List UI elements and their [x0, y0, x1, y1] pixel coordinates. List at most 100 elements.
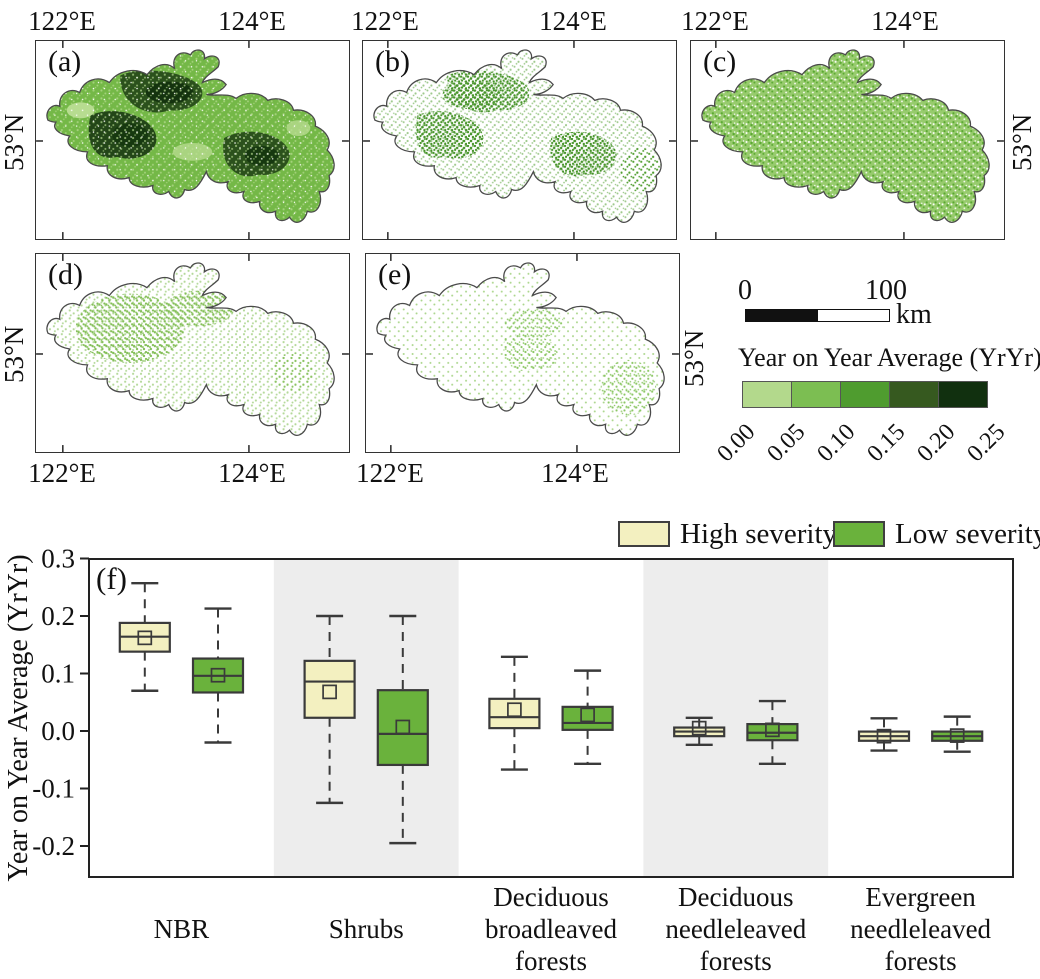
panel-letter-e: (e)	[378, 258, 412, 291]
x-category-label: NBR	[154, 914, 210, 944]
box-0-4	[857, 717, 911, 752]
map-a-svg	[36, 41, 349, 239]
panel-letter-b: (b)	[375, 45, 410, 78]
scalebar	[745, 309, 890, 322]
box-1-1	[376, 614, 429, 845]
map-panel-c: (c)	[690, 40, 1005, 240]
mean-marker	[949, 728, 965, 743]
axis-label-a-122e: 122°E	[28, 6, 96, 36]
x-category-label: Evergreen needleleaved forests	[850, 882, 991, 976]
box-1-3	[746, 699, 799, 765]
map-b-svg	[363, 41, 676, 239]
map-d-svg	[36, 254, 349, 452]
colorbar-cell-1	[791, 381, 841, 408]
legend-swatch-high-severity	[618, 521, 670, 547]
legend-label-high-severity: High severity	[680, 518, 838, 550]
box-0-1	[303, 614, 356, 805]
scalebar-black-segment	[746, 310, 818, 321]
panel-letter-d: (d)	[48, 258, 83, 291]
map-panel-b: (b)	[362, 40, 677, 240]
legend-swatch-low-severity	[833, 521, 885, 547]
box-1-2	[561, 669, 614, 765]
colorbar-cell-3	[889, 381, 939, 408]
panel-letter-a: (a)	[48, 45, 82, 78]
map-panel-a: (a)	[35, 40, 350, 240]
y-tick-label: 0.2	[41, 601, 75, 631]
mean-marker	[395, 719, 411, 735]
axis-label-d-53n: 53°N	[0, 325, 29, 383]
box-0-3	[673, 716, 726, 747]
y-axis-title: Year on Year Average (YrYr)	[3, 554, 34, 881]
map-a-raster	[46, 49, 335, 223]
colorbar-cell-4	[938, 381, 988, 408]
box-1-0	[191, 607, 245, 744]
map-e-raster	[376, 262, 665, 436]
axis-label-a-124e: 124°E	[218, 6, 286, 36]
map-d-raster	[46, 262, 335, 436]
colorbar-tick-0.00: 0.00	[712, 419, 761, 468]
map-panel-d: (d)	[35, 253, 350, 453]
axis-label-b-122e: 122°E	[351, 6, 419, 36]
colorbar-tick-0.05: 0.05	[762, 419, 811, 468]
map-panel-e: (e)	[365, 253, 680, 453]
box-0-2	[488, 655, 541, 771]
map-c-ticks	[691, 41, 1004, 239]
map-c-svg	[691, 41, 1004, 239]
map-c-raster	[701, 49, 990, 223]
axis-label-e-122e: 122°E	[356, 458, 424, 488]
series-high-severity	[118, 582, 911, 805]
axis-label-b-124e: 124°E	[539, 6, 607, 36]
colorbar-cell-2	[840, 381, 890, 408]
y-tick-label: 0.3	[41, 544, 75, 574]
box-1-4	[931, 715, 984, 753]
colorbar-tick-0.25: 0.25	[962, 419, 1011, 468]
map-e-ticks	[366, 254, 679, 452]
scalebar-end-label: 100	[865, 275, 907, 306]
y-tick-label: 0.1	[41, 659, 75, 689]
y-tick-label: 0.0	[41, 716, 75, 746]
colorbar-title: Year on Year Average (YrYr)	[738, 343, 1040, 372]
colorbar-tick-0.20: 0.20	[912, 419, 961, 468]
panel-letter-f: (f)	[96, 561, 127, 596]
series-low-severity	[191, 607, 984, 845]
axis-label-c-53n: 53°N	[1007, 113, 1037, 171]
shaded-band-3	[643, 559, 829, 877]
axis-label-c-122e: 122°E	[681, 6, 749, 36]
map-b-ticks	[363, 41, 676, 239]
colorbar	[742, 381, 988, 408]
mean-marker	[691, 720, 707, 736]
mean-marker	[765, 722, 780, 738]
axis-label-e-124e: 124°E	[541, 458, 609, 488]
axis-label-c-124e: 124°E	[871, 6, 939, 36]
mean-marker	[137, 630, 153, 646]
mean-marker	[210, 667, 226, 683]
colorbar-tick-0.15: 0.15	[862, 419, 911, 468]
scalebar-unit-label: km	[896, 299, 932, 330]
map-b-raster	[373, 49, 662, 223]
map-e-svg	[366, 254, 679, 452]
mean-marker	[876, 728, 892, 744]
axis-label-a-53n: 53°N	[0, 113, 29, 171]
colorbar-cell-0	[742, 381, 792, 408]
mean-marker	[322, 684, 337, 700]
box-0-0	[118, 582, 171, 692]
legend-label-low-severity: Low severity	[895, 518, 1040, 550]
colorbar-tick-0.10: 0.10	[812, 419, 861, 468]
axis-label-d-124e: 124°E	[218, 458, 286, 488]
map-a-ticks	[36, 41, 349, 239]
axis-label-d-122e: 122°E	[28, 458, 96, 488]
mean-marker	[580, 707, 595, 723]
map-d-ticks	[36, 254, 349, 452]
shaded-band-1	[273, 559, 459, 877]
scalebar-start-label: 0	[738, 275, 752, 306]
panel-letter-c: (c)	[703, 45, 737, 78]
y-tick-label: -0.2	[32, 831, 75, 861]
x-category-label: Deciduous broadleaved forests	[485, 882, 617, 976]
plot-frame	[88, 558, 1014, 878]
map-legend: 0 100 km Year on Year Average (YrYr) 0.0…	[700, 255, 1040, 485]
x-category-label: Deciduous needleleaved forests	[665, 882, 806, 976]
y-axis-ticks: 0.3 0.2 0.1 0.0 -0.1 -0.2	[32, 544, 89, 861]
mean-marker	[507, 702, 522, 718]
